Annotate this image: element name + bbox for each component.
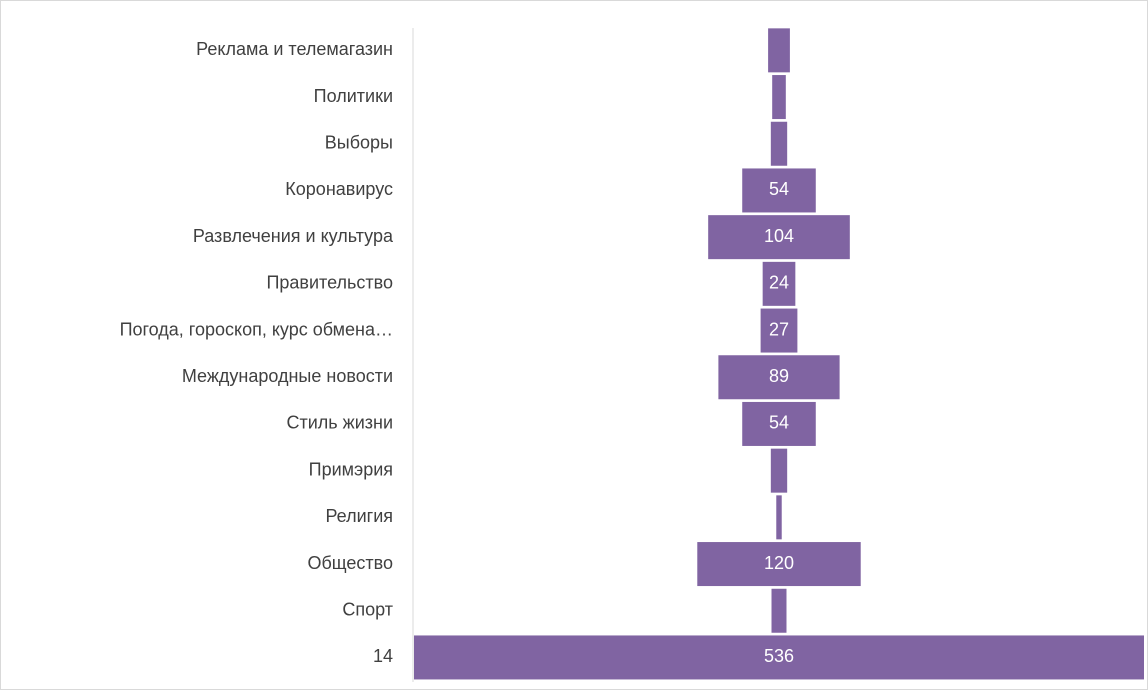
data-label: 54 <box>769 413 789 433</box>
funnel-bar <box>772 75 786 120</box>
funnel-bar <box>708 215 850 260</box>
category-label: Политики <box>314 86 393 106</box>
funnel-bar <box>760 308 798 353</box>
data-label: 89 <box>769 366 789 386</box>
funnel-bar <box>742 401 816 446</box>
funnel-bar <box>414 635 1144 680</box>
category-label: Стиль жизни <box>286 413 393 433</box>
funnel-bar <box>771 588 787 633</box>
category-label: Международные новости <box>182 366 393 386</box>
funnel-bar <box>770 121 788 166</box>
category-label: Правительство <box>266 273 393 293</box>
category-label: Реклама и телемагазин <box>196 39 393 59</box>
funnel-bar <box>718 355 840 400</box>
funnel-bar <box>768 28 790 73</box>
funnel-bar <box>770 448 788 493</box>
category-label: Религия <box>325 506 393 526</box>
data-label: 120 <box>764 553 794 573</box>
category-label: Развлечения и культура <box>193 226 394 246</box>
funnel-bar <box>762 261 796 306</box>
funnel-bar <box>776 495 782 540</box>
data-label: 24 <box>769 273 789 293</box>
category-label: 14 <box>373 646 393 666</box>
data-label: 536 <box>764 646 794 666</box>
data-label: 54 <box>769 179 789 199</box>
data-label: 27 <box>769 319 789 339</box>
funnel-bar <box>742 168 816 213</box>
category-label: Примэрия <box>309 459 393 479</box>
category-label: Общество <box>307 553 393 573</box>
funnel-bar <box>697 542 861 587</box>
category-label: Погода, гороскоп, курс обмена… <box>120 319 393 339</box>
category-label: Спорт <box>342 600 393 620</box>
category-label: Коронавирус <box>285 179 393 199</box>
data-label: 104 <box>764 226 794 246</box>
category-label: Выборы <box>325 133 393 153</box>
